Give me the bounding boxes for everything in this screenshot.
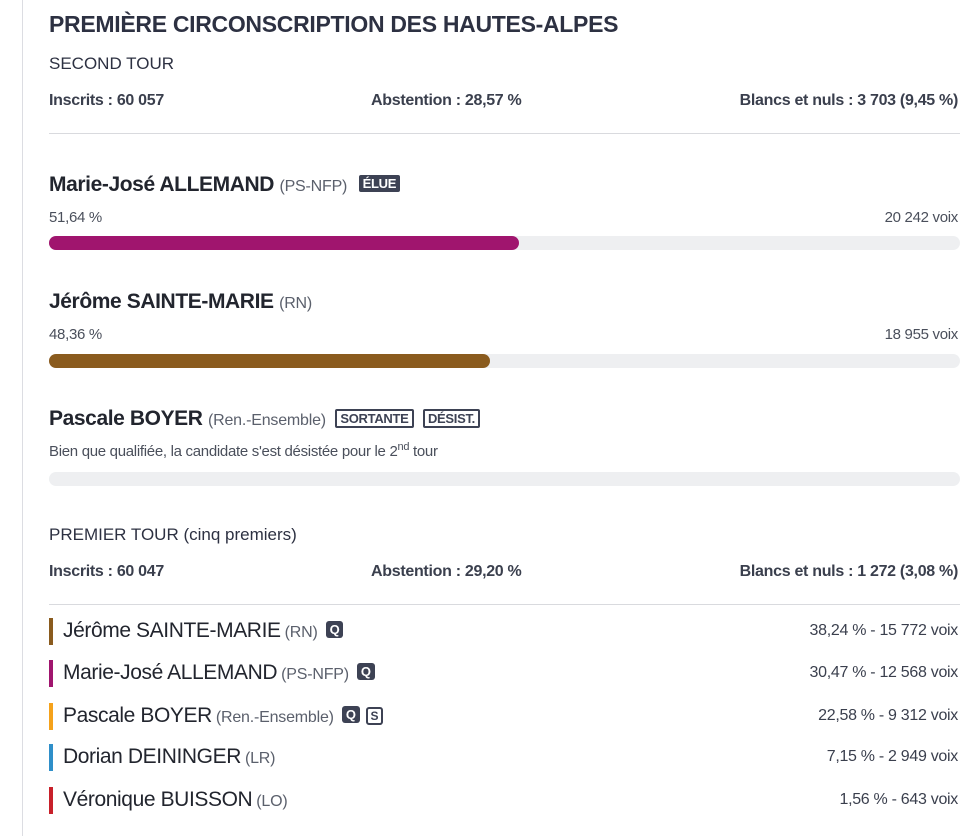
vote-bar-fill — [49, 236, 520, 250]
party-label: (RN) — [279, 295, 313, 312]
candidate-label: Pascale BOYER — [49, 407, 203, 430]
withdrawn-badge: DÉSIST. — [422, 409, 480, 428]
left-rule — [22, 0, 23, 836]
candidate-label: Marie-José ALLEMAND — [63, 661, 278, 684]
withdrawal-note-end: tour — [409, 443, 438, 460]
votes-label: 18 955 voix — [884, 326, 959, 343]
candidate-name: Pascale BOYER (Ren.-Ensemble) Q S — [63, 704, 384, 728]
first-round-row: Dorian DEININGER (LR) 7,15 % - 2 949 voix — [49, 743, 960, 771]
candidate-label: Marie-José ALLEMAND — [49, 173, 274, 196]
outgoing-badge: S — [365, 707, 384, 725]
result-label: 30,47 % - 12 568 voix — [809, 664, 959, 681]
party-label: (LR) — [244, 750, 276, 767]
party-label: (PS-NFP) — [279, 178, 348, 195]
candidate-name: Dorian DEININGER (LR) — [63, 745, 275, 769]
vote-bar-track — [49, 354, 960, 368]
first-round-row: Marie-José ALLEMAND (PS-NFP) Q 30,47 % - 12… — [49, 659, 960, 687]
abstention-stat: Abstention : 28,57 % — [371, 92, 522, 109]
qualified-badge: Q — [325, 621, 344, 638]
result-label: 7,15 % - 2 949 voix — [826, 748, 959, 765]
party-label: (Ren.-Ensemble) — [215, 709, 334, 726]
party-color-bar — [49, 787, 53, 814]
party-label: (LO) — [256, 793, 288, 810]
party-color-bar — [49, 618, 53, 645]
first-round-stats: Inscrits : 60 047 Abstention : 29,20 % B… — [49, 563, 960, 585]
candidate-name: Marie-José ALLEMAND (PS-NFP) Q — [63, 661, 375, 685]
candidate-name: Jérôme SAINTE-MARIE (RN) — [49, 290, 312, 314]
party-label: (RN) — [284, 624, 318, 641]
candidate-name: Pascale BOYER (Ren.-Ensemble) SORTANTE D… — [49, 407, 480, 431]
withdrawal-note-text: Bien que qualifiée, la candidate s'est d… — [49, 443, 398, 460]
inscrits-stat: Inscrits : 60 047 — [49, 563, 164, 580]
qualified-badge: Q — [356, 663, 375, 680]
first-round-label: PREMIER TOUR (cinq premiers) — [49, 525, 297, 544]
candidate-label: Jérôme SAINTE-MARIE — [63, 619, 281, 642]
party-color-bar — [49, 744, 53, 771]
round-label: SECOND TOUR — [49, 54, 175, 73]
result-label: 38,24 % - 15 772 voix — [809, 622, 959, 639]
inscrits-stat: Inscrits : 60 057 — [49, 92, 164, 109]
party-label: (Ren.-Ensemble) — [208, 412, 326, 429]
votes-label: 20 242 voix — [884, 209, 959, 226]
elected-badge: ÉLUE — [358, 175, 401, 192]
divider — [49, 604, 960, 605]
second-round-stats: Inscrits : 60 057 Abstention : 28,57 % B… — [49, 92, 960, 114]
blancs-stat: Blancs et nuls : 3 703 (9,45 %) — [739, 92, 959, 109]
candidate-result-row: 51,64 % 20 242 voix — [49, 209, 960, 229]
party-color-bar — [49, 660, 53, 687]
result-label: 22,58 % - 9 312 voix — [818, 707, 958, 724]
party-label: (PS-NFP) — [281, 666, 349, 683]
outgoing-badge: SORTANTE — [335, 409, 414, 428]
candidate-name: Jérôme SAINTE-MARIE (RN) Q — [63, 619, 344, 643]
party-color-bar — [49, 703, 53, 730]
result-label: 1,56 % - 643 voix — [839, 791, 958, 808]
vote-bar-track — [49, 236, 960, 250]
divider — [49, 133, 960, 134]
candidate-label: Jérôme SAINTE-MARIE — [49, 290, 274, 313]
candidate-result-row: 48,36 % 18 955 voix — [49, 326, 960, 346]
first-round-row: Véronique BUISSON (LO) 1,56 % - 643 voix — [49, 786, 960, 814]
page-title: PREMIÈRE CIRCONSCRIPTION DES HAUTES-ALPE… — [49, 11, 619, 37]
candidate-name: Marie-José ALLEMAND (PS-NFP) ÉLUE — [49, 173, 401, 197]
candidate-name: Véronique BUISSON (LO) — [63, 788, 288, 812]
abstention-stat: Abstention : 29,20 % — [371, 563, 522, 580]
qualified-badge: Q — [341, 706, 360, 723]
percent-label: 51,64 % — [49, 209, 102, 226]
withdrawal-note: Bien que qualifiée, la candidate s'est d… — [49, 441, 438, 460]
vote-bar-track — [49, 472, 960, 486]
first-round-row: Pascale BOYER (Ren.-Ensemble) Q S 22,58 % - … — [49, 702, 960, 730]
candidate-label: Pascale BOYER — [63, 704, 212, 727]
percent-label: 48,36 % — [49, 326, 102, 343]
first-round-row: Jérôme SAINTE-MARIE (RN) Q 38,24 % - 15 772… — [49, 617, 960, 645]
candidate-label: Véronique BUISSON — [63, 788, 253, 811]
withdrawal-note-sup: nd — [397, 441, 410, 453]
blancs-stat: Blancs et nuls : 1 272 (3,08 %) — [739, 563, 959, 580]
candidate-label: Dorian DEININGER — [63, 745, 241, 768]
vote-bar-fill — [49, 354, 490, 368]
